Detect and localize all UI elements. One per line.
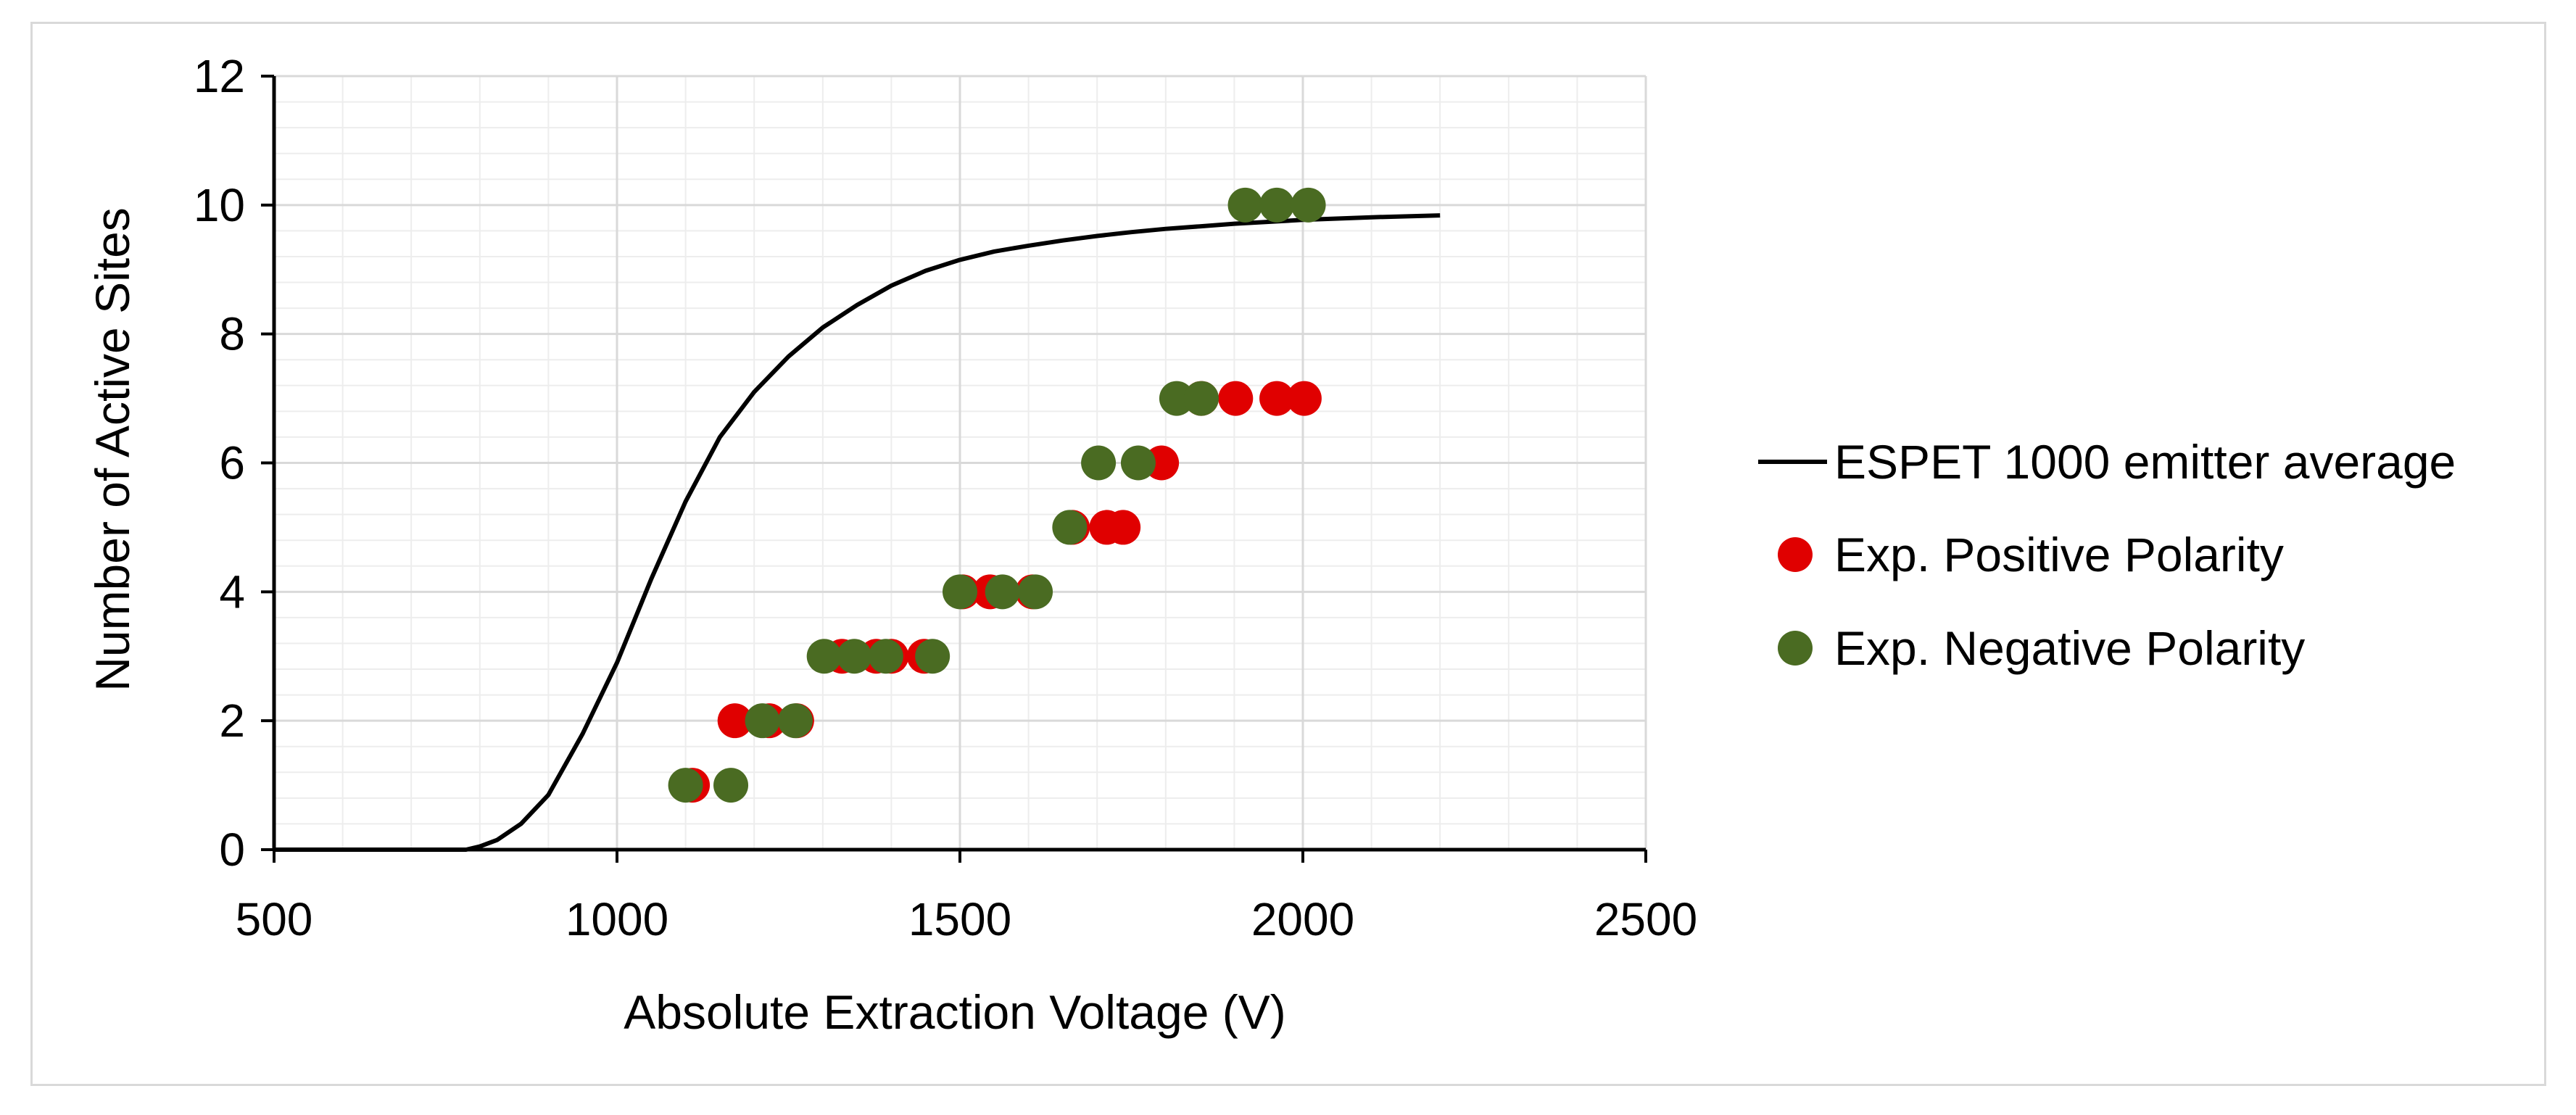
negative-polarity-point <box>915 639 951 674</box>
y-axis-title: Number of Active Sites <box>86 207 139 692</box>
x-tick-label: 1500 <box>908 893 1011 945</box>
negative-polarity-point <box>1120 445 1156 481</box>
legend: ESPET 1000 emitter average Exp. Positive… <box>1758 435 2456 675</box>
positive-polarity-point <box>1259 381 1295 416</box>
ticks: 500 1000 1500 2000 2500 0 2 4 6 8 10 12 <box>194 50 1697 945</box>
negative-polarity-point <box>1183 381 1219 416</box>
negative-polarity-point <box>1259 187 1295 223</box>
negative-polarity-point <box>1227 187 1263 223</box>
legend-positive-swatch <box>1778 537 1813 572</box>
x-tick-label: 500 <box>236 893 313 945</box>
y-tick-label: 0 <box>219 824 245 876</box>
negative-polarity-point <box>943 574 977 610</box>
negative-polarity-point <box>1291 187 1326 223</box>
legend-negative-swatch <box>1778 631 1813 666</box>
negative-polarity-point <box>837 639 872 674</box>
negative-polarity-point <box>777 703 813 739</box>
negative-polarity-point <box>1159 381 1194 416</box>
positive-polarity-point <box>717 703 753 739</box>
y-tick-label: 2 <box>219 695 245 747</box>
negative-polarity-point <box>745 703 780 739</box>
negative-polarity-point <box>1052 510 1088 545</box>
positive-polarity-point <box>1286 381 1322 416</box>
negative-polarity-point <box>806 639 842 674</box>
y-tick-label: 6 <box>219 437 245 489</box>
series-line-group <box>274 213 1441 852</box>
positive-polarity-point <box>1218 381 1254 416</box>
positive-polarity-point <box>1106 510 1141 545</box>
legend-label-negative: Exp. Negative Polarity <box>1834 621 2305 675</box>
negative-polarity-point <box>713 768 749 803</box>
y-tick-label: 10 <box>194 179 245 231</box>
series-points-group <box>668 187 1326 803</box>
y-tick-label: 12 <box>194 50 245 102</box>
major-grid <box>274 75 1647 850</box>
negative-polarity-point <box>1081 445 1117 481</box>
x-tick-label: 2500 <box>1594 893 1697 945</box>
x-axis-title: Absolute Extraction Voltage (V) <box>624 985 1286 1039</box>
negative-polarity-point <box>868 639 903 674</box>
negative-polarity-point <box>668 768 703 803</box>
y-tick-label: 8 <box>219 308 245 360</box>
y-tick-label: 4 <box>219 565 245 618</box>
espet-average-line <box>274 213 1441 852</box>
x-tick-label: 1000 <box>566 893 668 945</box>
x-tick-label: 2000 <box>1251 893 1354 945</box>
legend-label-positive: Exp. Positive Polarity <box>1834 528 2284 581</box>
negative-polarity-point <box>1018 574 1053 610</box>
negative-polarity-point <box>985 574 1020 610</box>
legend-label-line: ESPET 1000 emitter average <box>1834 435 2456 489</box>
